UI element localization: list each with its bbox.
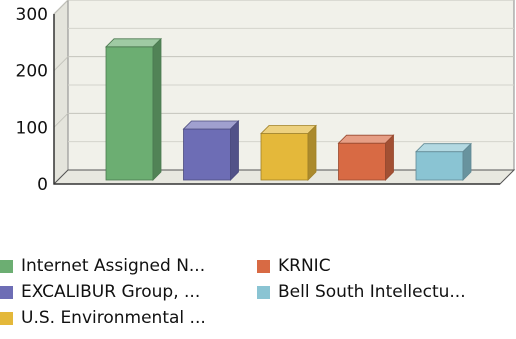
bar-side bbox=[153, 39, 161, 180]
plot-left-wall bbox=[54, 0, 68, 184]
bar-top bbox=[261, 126, 316, 134]
legend-swatch bbox=[257, 286, 270, 299]
y-tick-label: 100 bbox=[16, 118, 48, 138]
legend-item: EXCALIBUR Group, ... bbox=[0, 282, 200, 302]
legend-label: Bell South Intellectu... bbox=[278, 282, 466, 302]
bar-front bbox=[416, 152, 463, 180]
bar-top bbox=[339, 135, 394, 143]
legend-label: Internet Assigned N... bbox=[21, 256, 205, 276]
legend-label: KRNIC bbox=[278, 256, 331, 276]
bar bbox=[106, 39, 161, 180]
legend-swatch bbox=[0, 286, 13, 299]
bar-top bbox=[106, 39, 161, 47]
legend-item: U.S. Environmental ... bbox=[0, 308, 206, 328]
legend-item: KRNIC bbox=[257, 256, 331, 276]
legend-item: Internet Assigned N... bbox=[0, 256, 205, 276]
bar-side bbox=[386, 135, 394, 180]
bar-side bbox=[231, 121, 239, 180]
y-tick-label: 0 bbox=[37, 175, 48, 195]
bar-top bbox=[416, 144, 471, 152]
legend-item: Bell South Intellectu... bbox=[257, 282, 466, 302]
bar bbox=[261, 126, 316, 180]
bar-front bbox=[184, 129, 231, 180]
y-tick-label: 200 bbox=[16, 62, 48, 82]
legend-label: U.S. Environmental ... bbox=[21, 308, 206, 328]
bar-front bbox=[106, 47, 153, 180]
bar-top bbox=[184, 121, 239, 129]
legend-swatch bbox=[0, 260, 13, 273]
legend-label: EXCALIBUR Group, ... bbox=[21, 282, 200, 302]
bar bbox=[416, 144, 471, 180]
legend-swatch bbox=[0, 312, 13, 325]
bar-front bbox=[339, 143, 386, 180]
bar bbox=[339, 135, 394, 180]
legend-swatch bbox=[257, 260, 270, 273]
bar bbox=[184, 121, 239, 180]
y-tick-label: 300 bbox=[16, 5, 48, 25]
bar-side bbox=[308, 126, 316, 180]
bar-front bbox=[261, 134, 308, 180]
